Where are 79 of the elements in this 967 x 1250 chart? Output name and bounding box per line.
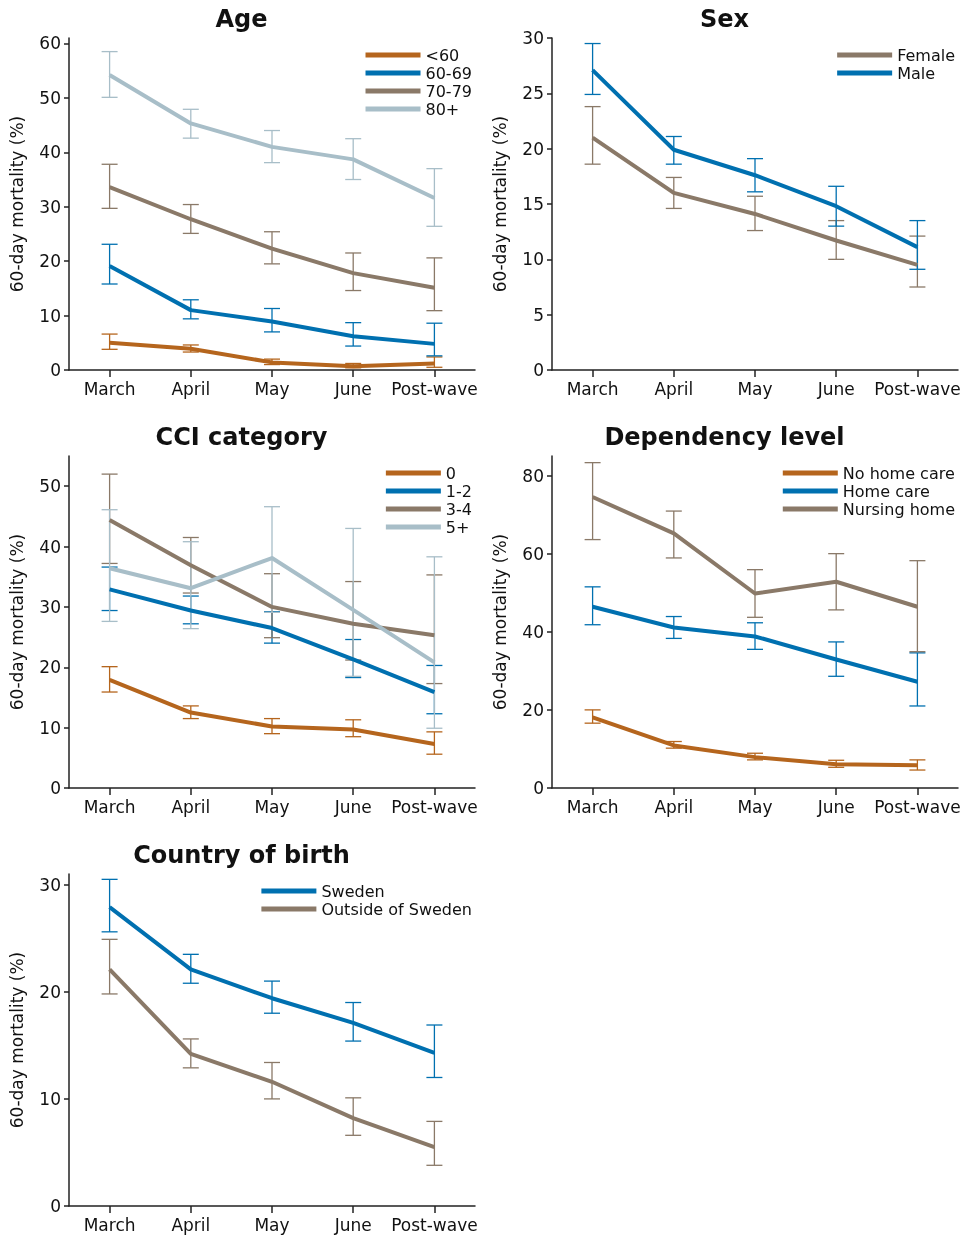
legend-label: 60-69	[425, 63, 473, 83]
legend-label: Nursing home	[842, 499, 956, 519]
x-tick-label: April	[654, 378, 694, 399]
y-tick-label: 0	[50, 778, 61, 798]
y-tick-label: 0	[533, 360, 544, 380]
y-tick-label: 40	[522, 621, 544, 642]
y-axis-title: 60-day mortality (%)	[489, 115, 510, 293]
x-tick-label: June	[816, 378, 855, 399]
chart-title: Sex	[699, 5, 750, 33]
y-axis-title: 60-day mortality (%)	[6, 533, 27, 711]
chart-title: Country of birth	[133, 841, 350, 869]
legend-label: 3-4	[445, 499, 473, 519]
y-tick-label: 10	[39, 1088, 61, 1109]
x-tick-label: April	[654, 796, 694, 817]
x-tick-label: March	[83, 1214, 136, 1235]
x-tick-label: Post-wave	[874, 796, 961, 817]
y-axis-title: 60-day mortality (%)	[6, 115, 27, 293]
x-tick-label: May	[737, 796, 773, 817]
y-tick-label: 20	[522, 699, 544, 720]
y-tick-label: 0	[50, 360, 61, 380]
x-tick-label: April	[171, 796, 211, 817]
y-tick-label: 20	[39, 657, 61, 678]
x-tick-label: June	[333, 1214, 372, 1235]
chart-title: Dependency level	[604, 423, 845, 451]
legend-label: Home care	[842, 481, 930, 501]
y-tick-label: 30	[39, 874, 61, 895]
y-tick-label: 15	[522, 194, 544, 214]
legend-label: Female	[897, 45, 956, 65]
legend-label: 80+	[425, 99, 460, 119]
y-tick-label: 10	[522, 249, 544, 270]
y-tick-label: 0	[50, 1196, 61, 1216]
x-tick-label: May	[254, 1214, 290, 1235]
x-tick-label: Post-wave	[391, 1214, 478, 1235]
y-tick-label: 25	[522, 83, 544, 104]
y-tick-label: 30	[522, 28, 544, 48]
chart-title: Age	[215, 5, 268, 33]
x-tick-label: March	[83, 796, 136, 817]
y-tick-label: 60	[39, 33, 61, 54]
y-tick-label: 60	[522, 543, 544, 564]
legend-label: 0	[445, 463, 457, 483]
x-tick-label: Post-wave	[391, 796, 478, 817]
x-tick-label: May	[254, 796, 290, 817]
y-tick-label: 0	[533, 778, 544, 798]
y-tick-label: 40	[39, 142, 61, 163]
legend-label: 5+	[445, 517, 470, 537]
x-tick-label: May	[254, 378, 290, 399]
y-tick-label: 50	[39, 476, 61, 497]
chart-title: CCI category	[155, 423, 328, 451]
y-axis-title: 60-day mortality (%)	[6, 951, 27, 1129]
legend-label: Outside of Sweden	[321, 899, 472, 919]
legend-label: Male	[897, 63, 936, 83]
x-tick-label: June	[333, 378, 372, 399]
y-tick-label: 5	[533, 304, 544, 325]
legend-label: 70-79	[425, 81, 473, 101]
x-tick-label: April	[171, 378, 211, 399]
x-tick-label: May	[737, 378, 773, 399]
x-tick-label: Post-wave	[391, 378, 478, 399]
y-tick-label: 20	[39, 981, 61, 1002]
x-tick-label: June	[333, 796, 372, 817]
y-tick-label: 10	[39, 717, 61, 738]
x-tick-label: June	[816, 796, 855, 817]
y-tick-label: 20	[522, 138, 544, 159]
y-tick-label: 50	[39, 87, 61, 108]
legend-label: No home care	[842, 463, 955, 483]
x-tick-label: Post-wave	[874, 378, 961, 399]
legend-label: Sweden	[321, 881, 385, 901]
legend-label: <60	[425, 45, 460, 65]
y-tick-label: 30	[39, 596, 61, 617]
legend-label: 1-2	[445, 481, 473, 501]
y-tick-label: 80	[522, 465, 544, 486]
x-tick-label: March	[83, 378, 136, 399]
y-tick-label: 10	[39, 305, 61, 326]
x-tick-label: March	[566, 378, 619, 399]
y-axis-title: 60-day mortality (%)	[489, 533, 510, 711]
y-tick-label: 40	[39, 536, 61, 557]
y-tick-label: 30	[39, 196, 61, 217]
x-tick-label: April	[171, 1214, 211, 1235]
x-tick-label: March	[566, 796, 619, 817]
y-tick-label: 20	[39, 251, 61, 272]
